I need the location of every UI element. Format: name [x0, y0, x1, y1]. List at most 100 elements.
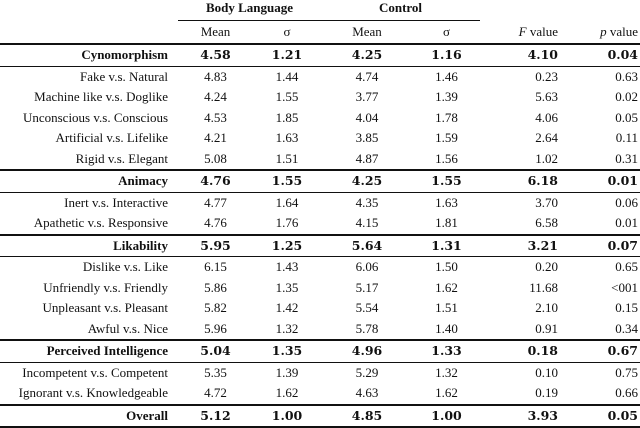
f-value-cell: 4.10 — [527, 47, 559, 63]
c-sd-cell: 1.78 — [435, 109, 458, 125]
c-mean-cell: 4.25 — [321, 169, 413, 192]
item-row: Apathetic v.s. Responsive 4.76 1.76 4.15 1.8… — [0, 213, 640, 235]
item-row-label: Apathetic v.s. Responsive — [33, 215, 168, 231]
bl-sd-cell: 1.35 — [253, 339, 321, 362]
p-value-cell: 0.65 — [615, 259, 639, 275]
item-row: Unpleasant v.s. Pleasant 5.82 1.42 5.54 1.51… — [0, 298, 640, 319]
category-row-label: Cynomorphism — [81, 47, 168, 63]
f-symbol: F — [518, 23, 527, 39]
bl-mean-cell: 5.95 — [178, 233, 253, 257]
bl-mean-cell: 4.77 — [204, 194, 227, 210]
bl-sd-cell: 1.21 — [271, 47, 303, 63]
col-header-c-mean: Mean — [352, 24, 382, 39]
col-header-f-value: F value — [480, 21, 560, 45]
c-sd-cell: 1.33 — [413, 339, 481, 362]
bl-sd-cell: 1.55 — [253, 169, 321, 192]
bl-sd-cell: 1.76 — [275, 215, 299, 231]
empty-header-cell — [0, 21, 178, 45]
f-value-cell: 4.06 — [535, 109, 559, 125]
c-sd-cell: 1.62 — [435, 279, 458, 295]
c-mean-cell: 4.15 — [355, 215, 379, 231]
f-value-cell: 3.21 — [480, 233, 561, 257]
c-sd-cell: 1.63 — [435, 194, 458, 210]
f-value-cell: 0.23 — [535, 68, 559, 84]
bl-sd-cell: 1.44 — [275, 68, 299, 84]
c-mean-cell: 4.74 — [355, 68, 379, 84]
bl-mean-cell: 4.83 — [204, 68, 227, 84]
bl-mean-cell: 4.21 — [204, 130, 227, 146]
c-mean-cell: 4.96 — [321, 339, 413, 362]
p-suffix: value — [606, 23, 639, 39]
bl-sd-cell: 1.62 — [275, 385, 299, 401]
bl-sd-cell: 1.39 — [275, 364, 299, 380]
c-mean-cell: 6.06 — [355, 259, 379, 275]
c-sd-cell: 1.31 — [413, 233, 481, 257]
c-sd-cell: 1.59 — [435, 130, 458, 146]
p-value-cell: <001 — [611, 279, 639, 295]
bl-sd-cell: 1.25 — [253, 233, 321, 257]
col-header-bl-sd: σ — [283, 24, 291, 39]
c-sd-cell: 1.40 — [435, 320, 458, 336]
bl-mean-cell: 4.24 — [204, 89, 227, 105]
c-mean-cell: 4.04 — [355, 109, 379, 125]
p-value-cell: 0.11 — [615, 130, 639, 146]
f-value-cell: 0.91 — [535, 320, 559, 336]
p-value-cell: 0.04 — [607, 47, 639, 63]
f-value-cell: 0.18 — [480, 339, 561, 362]
p-value-cell: 0.66 — [615, 385, 639, 401]
p-value-cell: 0.07 — [560, 233, 640, 257]
bl-mean-cell: 4.76 — [178, 169, 253, 192]
empty-header-cell — [560, 0, 640, 21]
c-sd-cell: 1.55 — [413, 169, 481, 192]
p-value-cell: 0.15 — [615, 300, 639, 316]
item-row-label: Rigid v.s. Elegant — [75, 150, 168, 166]
bl-sd-cell: 1.63 — [275, 130, 299, 146]
c-sd-cell: 1.00 — [413, 403, 481, 428]
c-mean-cell: 5.17 — [355, 279, 379, 295]
p-value-cell: 0.05 — [560, 403, 640, 428]
p-value-cell: 0.67 — [560, 339, 640, 362]
bl-sd-cell: 1.55 — [275, 89, 299, 105]
f-value-cell: 0.20 — [535, 259, 559, 275]
category-row-label: Likability — [0, 233, 178, 257]
bl-mean-cell: 5.82 — [204, 300, 227, 316]
c-mean-cell: 4.87 — [355, 150, 379, 166]
bl-mean-cell: 4.58 — [200, 47, 231, 63]
c-mean-cell: 4.25 — [351, 47, 383, 63]
f-value-cell: 0.10 — [535, 364, 559, 380]
item-row-label: Incompetent v.s. Competent — [22, 364, 168, 380]
empty-header-cell — [480, 0, 560, 21]
item-row-label: Fake v.s. Natural — [80, 68, 168, 84]
f-value-cell: 0.19 — [535, 385, 559, 401]
p-value-cell: 0.01 — [560, 169, 640, 192]
group-header-row: Body Language Control — [0, 0, 640, 21]
category-row-label: Perceived Intelligence — [0, 339, 178, 362]
p-value-cell: 0.75 — [615, 364, 639, 380]
c-mean-cell: 3.77 — [355, 89, 379, 105]
p-value-cell: 0.02 — [615, 89, 639, 105]
c-sd-cell: 1.39 — [435, 89, 458, 105]
item-row: Awful v.s. Nice 5.96 1.32 5.78 1.40 0.91 0.34 — [0, 319, 640, 341]
item-row-label: Unfriendly v.s. Friendly — [43, 279, 168, 295]
bl-mean-cell: 5.08 — [204, 150, 227, 166]
p-value-cell: 0.34 — [615, 320, 639, 336]
bl-mean-cell: 5.12 — [178, 403, 253, 428]
bl-sd-cell: 1.85 — [275, 109, 299, 125]
category-row: Likability 5.95 1.25 5.64 1.31 3.21 0.07 — [0, 233, 640, 257]
c-sd-cell: 1.16 — [431, 47, 462, 63]
item-row-label: Awful v.s. Nice — [87, 320, 168, 336]
item-row-label: Unpleasant v.s. Pleasant — [42, 300, 168, 316]
c-sd-cell: 1.62 — [435, 385, 458, 401]
c-sd-cell: 1.32 — [435, 364, 458, 380]
f-value-cell: 6.58 — [535, 215, 559, 231]
c-sd-cell: 1.56 — [435, 150, 458, 166]
item-row: Incompetent v.s. Competent 5.35 1.39 5.29 1.… — [0, 362, 640, 383]
item-row: Fake v.s. Natural 4.83 1.44 4.74 1.46 0.23 0.6… — [0, 66, 640, 87]
bl-sd-cell: 1.42 — [275, 300, 299, 316]
group-header-body-language: Body Language — [178, 0, 321, 21]
bl-sd-cell: 1.51 — [275, 150, 299, 166]
c-mean-cell: 5.29 — [355, 364, 379, 380]
category-row: Animacy 4.76 1.55 4.25 1.55 6.18 0.01 — [0, 169, 640, 192]
bl-mean-cell: 4.72 — [204, 385, 227, 401]
c-mean-cell: 5.64 — [321, 233, 413, 257]
